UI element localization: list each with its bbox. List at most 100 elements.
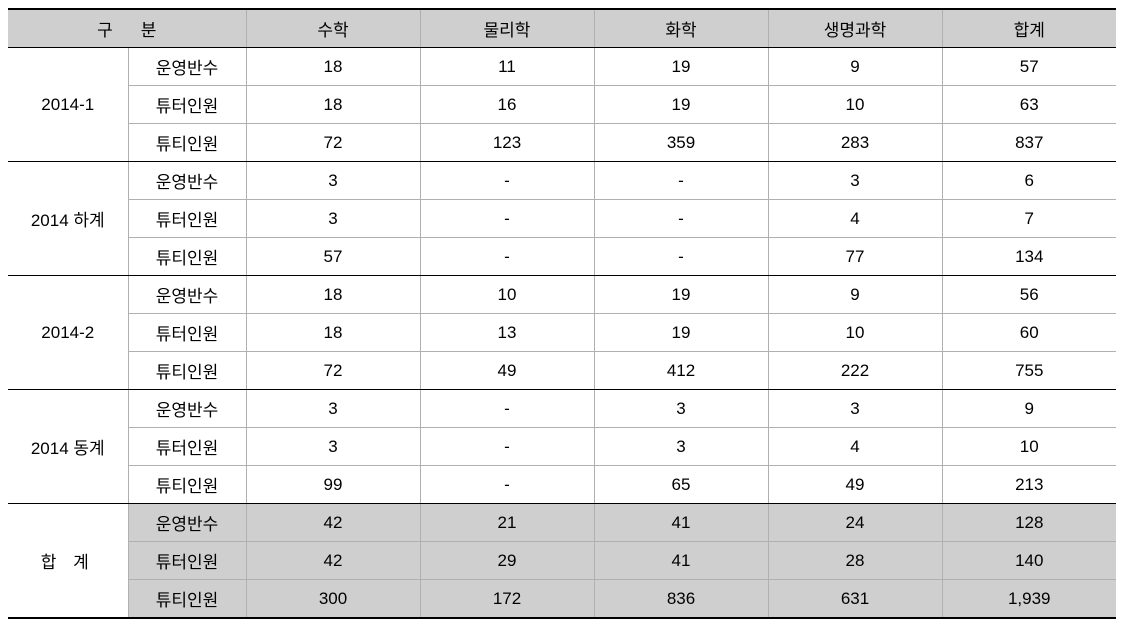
- cell: 49: [768, 466, 942, 504]
- cell: 10: [768, 314, 942, 352]
- metric-label: 운영반수: [128, 276, 246, 314]
- totals-row: 튜터인원 42 29 41 28 140: [8, 542, 1116, 580]
- metric-label: 튜티인원: [128, 238, 246, 276]
- metric-label: 튜터인원: [128, 314, 246, 352]
- table-row: 튜터인원 3 - - 4 7: [8, 200, 1116, 238]
- cell: 18: [246, 276, 420, 314]
- cell: 283: [768, 124, 942, 162]
- cell: 836: [594, 580, 768, 619]
- metric-label: 운영반수: [128, 48, 246, 86]
- totals-row: 튜티인원 300 172 836 631 1,939: [8, 580, 1116, 619]
- cell: 128: [942, 504, 1116, 542]
- table-row: 2014-2 운영반수 18 10 19 9 56: [8, 276, 1116, 314]
- header-category-part1: 구: [97, 16, 113, 41]
- cell: 3: [246, 162, 420, 200]
- cell: 21: [420, 504, 594, 542]
- table-row: 튜터인원 18 13 19 10 60: [8, 314, 1116, 352]
- cell: 56: [942, 276, 1116, 314]
- cell: 18: [246, 48, 420, 86]
- header-col-chemistry: 화학: [594, 9, 768, 48]
- metric-label: 튜티인원: [128, 580, 246, 619]
- table-row: 2014 동계 운영반수 3 - 3 3 9: [8, 390, 1116, 428]
- cell: 19: [594, 276, 768, 314]
- cell: 3: [594, 428, 768, 466]
- cell: 6: [942, 162, 1116, 200]
- table-row: 튜티인원 72 49 412 222 755: [8, 352, 1116, 390]
- cell: 18: [246, 86, 420, 124]
- cell: 1,939: [942, 580, 1116, 619]
- cell: 755: [942, 352, 1116, 390]
- table-row: 2014 하계 운영반수 3 - - 3 6: [8, 162, 1116, 200]
- metric-label: 튜터인원: [128, 200, 246, 238]
- cell: 19: [594, 86, 768, 124]
- cell: 9: [942, 390, 1116, 428]
- cell: 140: [942, 542, 1116, 580]
- header-col-math: 수학: [246, 9, 420, 48]
- metric-label: 운영반수: [128, 390, 246, 428]
- cell: 4: [768, 428, 942, 466]
- cell: 13: [420, 314, 594, 352]
- cell: 172: [420, 580, 594, 619]
- cell: -: [420, 200, 594, 238]
- cell: 60: [942, 314, 1116, 352]
- cell: 3: [768, 162, 942, 200]
- cell: 41: [594, 504, 768, 542]
- metric-label: 튜티인원: [128, 466, 246, 504]
- header-col-total: 합계: [942, 9, 1116, 48]
- cell: 123: [420, 124, 594, 162]
- cell: 7: [942, 200, 1116, 238]
- cell: 3: [768, 390, 942, 428]
- cell: 18: [246, 314, 420, 352]
- table-header-row: 구 분 수학 물리학 화학 생명과학 합계: [8, 9, 1116, 48]
- period-label: 2014 하계: [8, 162, 128, 276]
- cell: 10: [942, 428, 1116, 466]
- metric-label: 튜티인원: [128, 124, 246, 162]
- cell: 300: [246, 580, 420, 619]
- cell: 63: [942, 86, 1116, 124]
- header-col-physics: 물리학: [420, 9, 594, 48]
- metric-label: 튜터인원: [128, 86, 246, 124]
- cell: 10: [420, 276, 594, 314]
- cell: 213: [942, 466, 1116, 504]
- header-category: 구 분: [8, 9, 246, 48]
- cell: 9: [768, 276, 942, 314]
- cell: 42: [246, 504, 420, 542]
- cell: 77: [768, 238, 942, 276]
- cell: 134: [942, 238, 1116, 276]
- table-row: 튜터인원 18 16 19 10 63: [8, 86, 1116, 124]
- cell: 4: [768, 200, 942, 238]
- table-row: 튜티인원 99 - 65 49 213: [8, 466, 1116, 504]
- cell: -: [420, 390, 594, 428]
- cell: 65: [594, 466, 768, 504]
- totals-row: 합 계 운영반수 42 21 41 24 128: [8, 504, 1116, 542]
- cell: -: [420, 466, 594, 504]
- cell: -: [420, 162, 594, 200]
- metric-label: 튜터인원: [128, 542, 246, 580]
- cell: 28: [768, 542, 942, 580]
- cell: 11: [420, 48, 594, 86]
- metric-label: 튜터인원: [128, 428, 246, 466]
- period-label: 2014-1: [8, 48, 128, 162]
- cell: 3: [246, 200, 420, 238]
- cell: 41: [594, 542, 768, 580]
- period-label: 2014-2: [8, 276, 128, 390]
- cell: 42: [246, 542, 420, 580]
- cell: 99: [246, 466, 420, 504]
- cell: 29: [420, 542, 594, 580]
- cell: 49: [420, 352, 594, 390]
- cell: 10: [768, 86, 942, 124]
- cell: 57: [942, 48, 1116, 86]
- cell: 72: [246, 124, 420, 162]
- period-label: 2014 동계: [8, 390, 128, 504]
- totals-label: 합 계: [8, 504, 128, 619]
- table-row: 2014-1 운영반수 18 11 19 9 57: [8, 48, 1116, 86]
- cell: 19: [594, 314, 768, 352]
- cell: -: [420, 428, 594, 466]
- header-category-part2: 분: [141, 16, 157, 41]
- metric-label: 운영반수: [128, 162, 246, 200]
- cell: -: [594, 200, 768, 238]
- cell: 19: [594, 48, 768, 86]
- cell: 9: [768, 48, 942, 86]
- cell: 72: [246, 352, 420, 390]
- cell: 222: [768, 352, 942, 390]
